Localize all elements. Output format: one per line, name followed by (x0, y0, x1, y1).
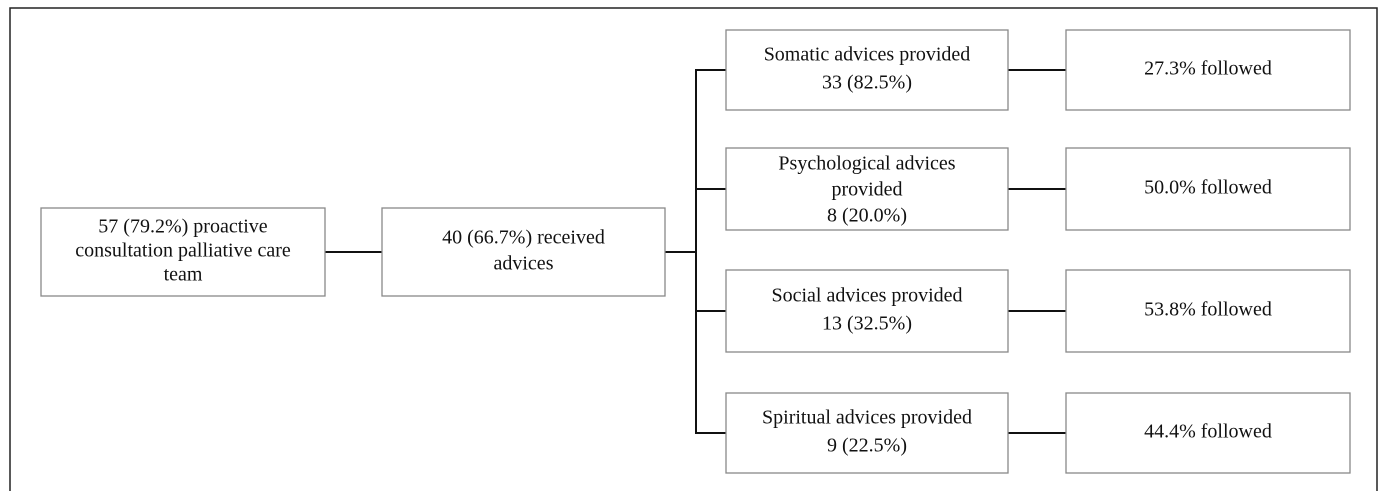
node-box (1065, 29, 1351, 111)
node-label: advices (494, 253, 554, 275)
node-label: consultation palliative care (75, 240, 291, 262)
node: 27.3% followed (1065, 29, 1351, 111)
node-box (1065, 147, 1351, 231)
node: Spiritual advices provided 9 (22.5%) (725, 392, 1009, 474)
node: 40 (66.7%) received advices (381, 207, 666, 297)
frame (9, 7, 1378, 491)
node-label: Psychological advices (778, 153, 955, 175)
node-label: team (164, 264, 203, 286)
node: 53.8% followed (1065, 269, 1351, 353)
node-box (725, 29, 1009, 111)
node-label: Spiritual advices provided (762, 407, 972, 429)
node-label: Social advices provided (771, 285, 962, 307)
node-label: 27.3% followed (1144, 58, 1272, 80)
node: Psychological advices provided 8 (20.0%) (725, 147, 1009, 231)
node-label: 33 (82.5%) (822, 72, 912, 94)
node-label: 9 (22.5%) (827, 435, 907, 457)
node-box (40, 207, 326, 297)
connectors (325, 69, 1066, 434)
node-label: 53.8% followed (1144, 299, 1272, 321)
node-box (381, 207, 666, 297)
node-label: 40 (66.7%) received (442, 227, 605, 249)
node-box (725, 269, 1009, 353)
node-label: provided (831, 179, 902, 201)
node-label: 57 (79.2%) proactive (98, 216, 268, 238)
node-box (1065, 269, 1351, 353)
node: Social advices provided 13 (32.5%) (725, 269, 1009, 353)
node-box (1065, 392, 1351, 474)
node-label: Somatic advices provided (764, 44, 971, 66)
node: 50.0% followed (1065, 147, 1351, 231)
node-label: 44.4% followed (1144, 421, 1272, 443)
node-label: 50.0% followed (1144, 177, 1272, 199)
node-label: 13 (32.5%) (822, 313, 912, 335)
node-box (725, 147, 1009, 231)
node-label: 8 (20.0%) (827, 205, 907, 227)
node: 44.4% followed (1065, 392, 1351, 474)
node: Somatic advices provided 33 (82.5%) (725, 29, 1009, 111)
node-box (725, 392, 1009, 474)
